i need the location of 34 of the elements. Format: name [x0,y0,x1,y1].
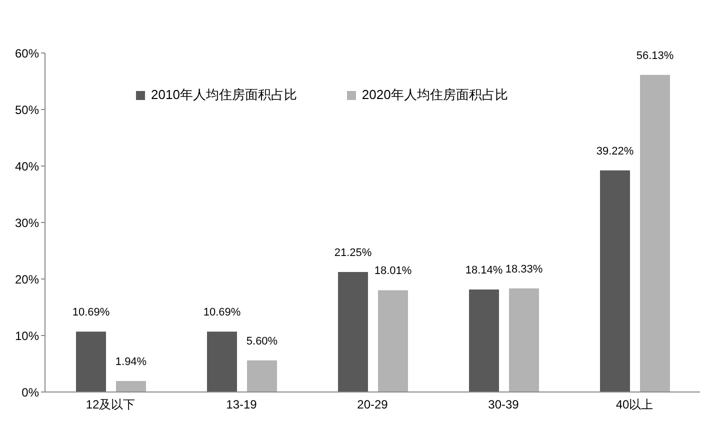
x-tick-label: 20-29 [357,398,388,412]
y-tick-label: 30% [14,216,40,230]
y-tick-label: 60% [14,46,40,60]
data-label: 18.14% [465,264,503,277]
bar [247,360,277,392]
x-tick-label: 12及以下 [86,398,136,412]
x-tick-label: 30-39 [488,398,520,412]
y-tick-label: 0% [22,385,40,400]
y-tick-label: 10% [14,328,40,343]
data-label: 10.69% [72,306,110,319]
bar [469,290,499,392]
bar [378,290,408,392]
x-tick-label: 40以上 [616,398,654,412]
data-label: 18.01% [374,265,412,278]
bar [600,170,630,392]
y-tick-label: 20% [14,272,40,286]
bar [509,288,539,392]
data-label: 18.33% [505,263,543,276]
data-label: 10.69% [203,306,241,319]
legend-label: 2020年人均住房面积占比 [362,86,508,104]
bar [207,332,237,392]
bar [640,74,670,392]
data-label: 56.13% [636,50,674,62]
y-tick-label: 40% [14,159,40,174]
x-tick-label: 13-19 [226,398,258,412]
data-label: 1.94% [115,356,147,368]
data-label: 21.25% [334,246,372,259]
data-label: 39.22% [596,145,634,158]
legend-label: 2010年人均住房面积占比 [151,86,297,104]
bar [76,332,106,392]
data-label: 5.60% [246,335,278,348]
y-tick-label: 50% [14,102,40,117]
bar [116,381,146,392]
bar [338,272,368,392]
